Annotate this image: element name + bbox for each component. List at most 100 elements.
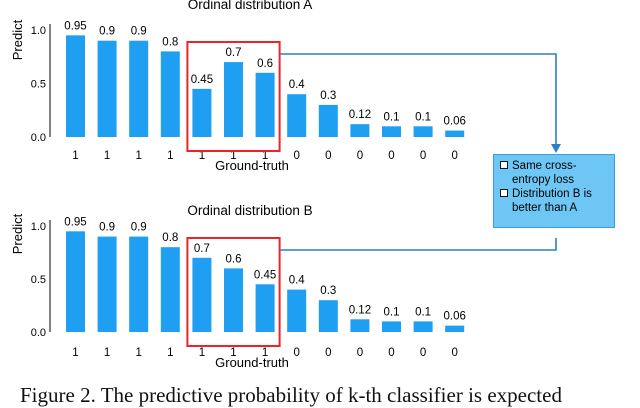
chart-a-bar: [192, 88, 212, 137]
note-item-same-loss: Same cross-entropy loss: [500, 159, 610, 187]
chart-b-category-label: 0: [451, 347, 457, 359]
chart-b-category-label: 1: [230, 347, 236, 359]
chart-a-category-label: 0: [293, 150, 299, 162]
figure-caption: Figure 2. The predictive probability of …: [20, 383, 562, 407]
chart-b-bar: [66, 231, 85, 332]
chart-a-value-label: 0.3: [320, 90, 336, 102]
chart-b-category-label: 0: [420, 347, 426, 359]
chart-b-value-label: 0.9: [131, 222, 147, 234]
chart-a-value-label: 0.9: [131, 26, 147, 38]
chart-b-category-label: 1: [72, 347, 78, 359]
chart-a-bar: [413, 126, 433, 137]
chart-a-bar: [97, 40, 117, 138]
chart-a-category-label: 1: [104, 150, 110, 162]
chart-b-bar: [413, 321, 433, 332]
chart-a-value-label: 0.06: [444, 116, 466, 128]
chart-a-highlight-box: [186, 41, 281, 152]
chart-b-bar: [350, 319, 370, 332]
chart-b-value-label: 0.8: [162, 232, 178, 244]
chart-a-bar: [287, 94, 307, 137]
chart-a-connector-line: [279, 53, 557, 146]
chart-a-category-label: 0: [357, 150, 363, 162]
chart-b-bar: [382, 321, 401, 332]
chart-b-connector-line: [279, 238, 557, 251]
chart-a-value-label: 0.6: [257, 58, 273, 70]
chart-a-category-label: 1: [135, 150, 141, 162]
chart-b-category-label: 1: [262, 347, 268, 359]
arrow-down-icon: [551, 144, 561, 153]
chart-a-category-label: 1: [167, 150, 173, 162]
chart-a-category-label: 0: [325, 150, 331, 162]
chart-b-value-label: 0.3: [320, 285, 336, 297]
chart-a-bar: [350, 124, 370, 137]
chart-a-category-label: 1: [262, 150, 268, 162]
chart-b-bar: [287, 289, 307, 332]
chart-b-value-label: 0.4: [289, 275, 306, 287]
chart-b-bar: [97, 236, 117, 332]
chart-b-value-label: 0.6: [226, 253, 242, 265]
chart-b-bar: [192, 257, 212, 332]
chart-a-bar: [318, 104, 338, 137]
chart-a-y-tick-label: 1.0: [31, 25, 46, 37]
chart-b-y-tick-label: 0.5: [31, 274, 46, 286]
chart-b-bar: [224, 268, 243, 332]
chart-a-bar: [129, 40, 149, 138]
chart-a-value-label: 0.95: [64, 20, 86, 32]
chart-a-bar: [224, 62, 243, 137]
note-text-same-loss: Same cross-entropy loss: [512, 160, 577, 186]
chart-b-category-label: 0: [325, 347, 331, 359]
chart-a-y-tick-label: 0.5: [31, 79, 46, 91]
chart-b-category-label: 0: [293, 347, 299, 359]
chart-a-title: Ordinal distribution A: [188, 0, 313, 12]
chart-b-category-label: 1: [104, 347, 110, 359]
chart-b-bar: [318, 300, 338, 332]
chart-b-value-label: 0.12: [349, 304, 371, 316]
chart-a-value-label: 0.12: [349, 109, 371, 121]
chart-a-bar: [255, 72, 275, 137]
chart-a-value-label: 0.1: [415, 111, 431, 123]
checkbox-icon: [500, 189, 508, 197]
chart-b-value-label: 0.9: [99, 222, 115, 234]
chart-a-value-label: 0.4: [289, 79, 306, 91]
chart-a-value-label: 0.1: [384, 111, 400, 123]
chart-b-value-label: 0.45: [254, 269, 276, 281]
chart-a-bar: [160, 51, 180, 137]
chart-a-x-axis-label: Ground-truth: [215, 158, 289, 173]
chart-b-category-label: 1: [199, 347, 205, 359]
chart-b-category-label: 0: [357, 347, 363, 359]
chart-b-value-label: 0.1: [415, 306, 431, 318]
chart-b-category-label: 1: [167, 347, 173, 359]
chart-a-category-label: 0: [451, 150, 457, 162]
chart-b-value-label: 0.1: [384, 306, 400, 318]
chart-b-title: Ordinal distribution B: [187, 203, 312, 218]
chart-a-category-label: 1: [72, 150, 78, 162]
chart-b-y-axis-label: Predict: [10, 213, 25, 254]
chart-b-bar: [129, 236, 149, 332]
chart-a-category-label: 1: [199, 150, 205, 162]
chart-b-bar: [160, 247, 180, 332]
chart-b-highlight-box: [186, 237, 281, 347]
chart-b-y-tick-label: 0.0: [31, 327, 46, 339]
chart-a-category-label: 0: [420, 150, 426, 162]
chart-a-value-label: 0.45: [191, 74, 213, 86]
chart-a-value-label: 0.9: [99, 26, 115, 38]
chart-a-bar: [445, 130, 465, 137]
chart-a-bar: [382, 126, 401, 137]
chart-a-category-label: 0: [388, 150, 394, 162]
chart-b-value-label: 0.95: [64, 216, 86, 228]
chart-b-value-label: 0.7: [194, 243, 210, 255]
chart-a-category-label: 1: [230, 150, 236, 162]
chart-b-value-label: 0.06: [444, 311, 466, 323]
chart-b-bar: [255, 284, 275, 332]
chart-a-y-axis-label: Predict: [10, 19, 25, 60]
conclusion-note: Same cross-entropy loss Distribution B i…: [493, 154, 615, 228]
chart-b-category-label: 0: [388, 347, 394, 359]
chart-b-x-axis-label: Ground-truth: [215, 355, 289, 370]
chart-a-y-tick-label: 0.0: [31, 132, 46, 144]
note-item-b-better: Distribution B is better than A: [500, 187, 610, 215]
chart-a-value-label: 0.7: [226, 47, 242, 59]
chart-b-category-label: 1: [135, 347, 141, 359]
chart-a-value-label: 0.8: [162, 36, 178, 48]
chart-a-bar: [66, 35, 85, 137]
